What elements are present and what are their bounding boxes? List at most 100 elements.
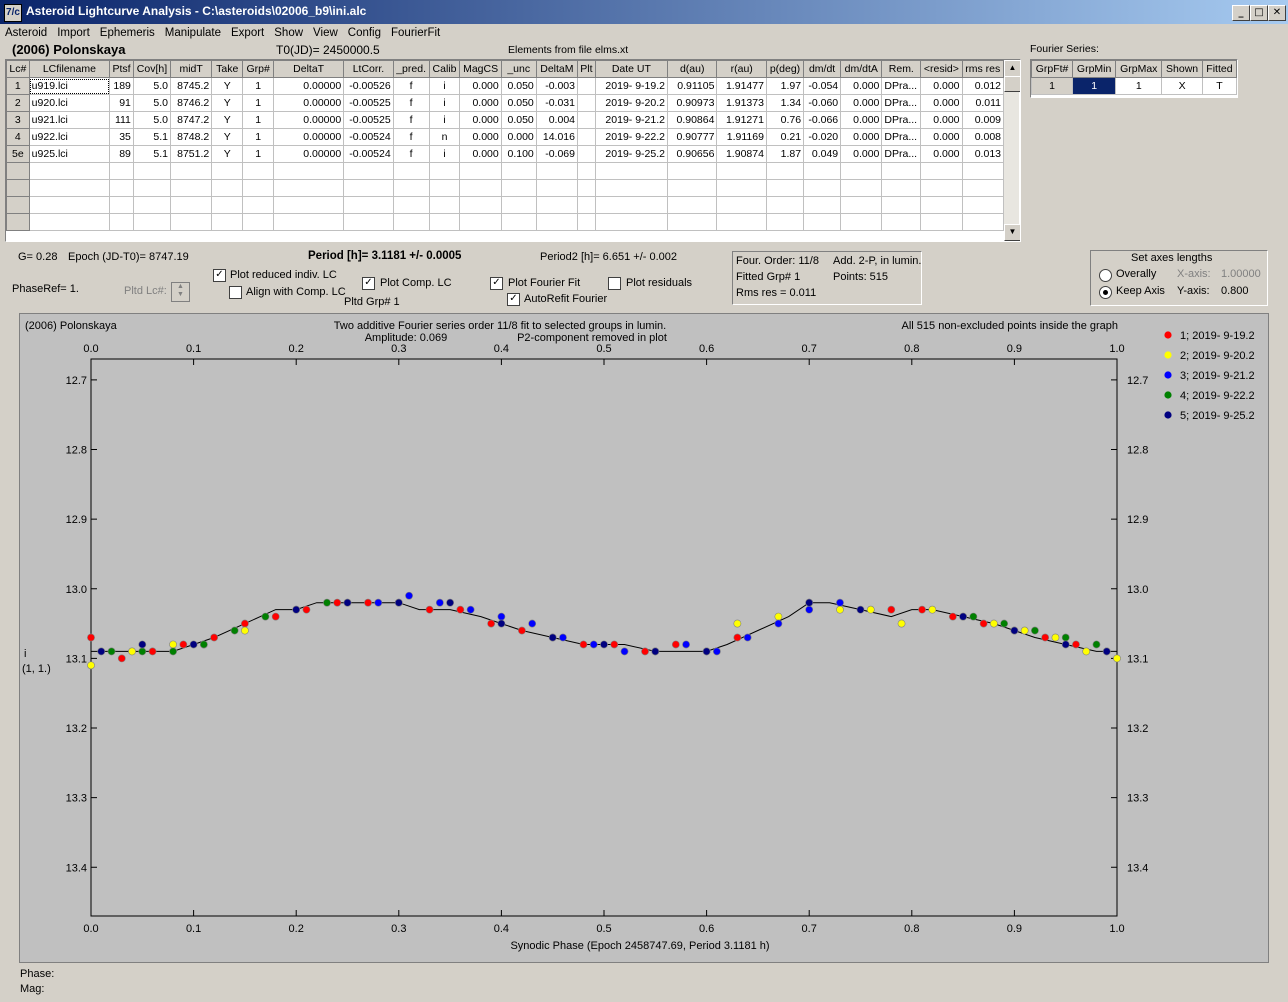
table-cell[interactable]: -0.00526	[343, 77, 394, 95]
row-header[interactable]: 4	[6, 128, 30, 146]
lc-col-header[interactable]: midT	[170, 60, 213, 78]
table-cell[interactable]: 8745.2	[170, 77, 213, 95]
table-cell[interactable]	[500, 179, 537, 197]
menu-manipulate[interactable]: Manipulate	[164, 27, 222, 39]
table-row[interactable]: 5e u925.lci 89 5.1 8751.2 Y 1 0.00000 -0.00524 f i…	[6, 145, 1005, 163]
table-cell[interactable]	[132, 162, 172, 180]
table-cell[interactable]: -0.060	[803, 94, 842, 112]
lc-col-header[interactable]: DeltaM	[535, 60, 579, 78]
table-cell[interactable]	[961, 179, 1005, 197]
menu-view[interactable]: View	[313, 27, 338, 39]
table-cell[interactable]: 1.91169	[716, 128, 767, 146]
table-cell[interactable]: -0.020	[803, 128, 842, 146]
table-cell[interactable]	[428, 179, 461, 197]
table-cell[interactable]	[765, 196, 805, 214]
table-cell[interactable]	[920, 162, 963, 180]
lc-col-header[interactable]: dm/dt	[803, 60, 842, 78]
keep-axis-radio[interactable]	[1099, 286, 1112, 299]
lc-col-header[interactable]: Rem.	[881, 60, 922, 78]
table-cell[interactable]: 0.00000	[273, 111, 345, 129]
menu-import[interactable]: Import	[57, 27, 90, 39]
fourier-col-header[interactable]: Fitted	[1201, 60, 1238, 78]
fourier-col-header[interactable]: Shown	[1161, 60, 1203, 78]
lc-col-header[interactable]: dm/dtA	[840, 60, 883, 78]
table-row[interactable]	[6, 196, 1005, 214]
lc-col-header[interactable]: Date UT	[594, 60, 668, 78]
table-cell[interactable]	[459, 179, 502, 197]
table-row[interactable]: 4 u922.lci 35 5.1 8748.2 Y 1 0.00000 -0.00524 f n 0…	[6, 128, 1005, 146]
overally-radio[interactable]	[1099, 269, 1112, 282]
table-cell[interactable]	[716, 162, 767, 180]
table-cell[interactable]: 0.000	[459, 77, 502, 95]
table-cell[interactable]: DPra...	[881, 128, 922, 146]
table-cell[interactable]: -0.031	[535, 94, 579, 112]
table-cell[interactable]	[920, 213, 963, 231]
table-cell[interactable]	[273, 196, 345, 214]
table-cell[interactable]	[211, 213, 244, 231]
table-cell[interactable]: i	[428, 111, 461, 129]
table-cell[interactable]	[109, 196, 134, 214]
menu-asteroid[interactable]: Asteroid	[5, 27, 48, 39]
table-cell[interactable]	[535, 179, 579, 197]
table-cell[interactable]: 5.1	[132, 128, 172, 146]
row-header[interactable]: 3	[6, 111, 30, 129]
table-cell[interactable]	[392, 196, 430, 214]
table-cell[interactable]: 0.000	[840, 111, 883, 129]
table-cell[interactable]: 0.000	[459, 111, 502, 129]
table-cell[interactable]: u921.lci	[28, 111, 111, 129]
table-cell[interactable]: 1	[242, 145, 275, 163]
table-cell[interactable]: 0.21	[765, 128, 805, 146]
align-comp-checkbox[interactable]	[229, 286, 242, 299]
table-cell[interactable]	[500, 213, 537, 231]
scroll-thumb[interactable]	[1004, 76, 1020, 92]
table-cell[interactable]: 5.1	[132, 145, 172, 163]
table-cell[interactable]: 0.90777	[666, 128, 718, 146]
table-cell[interactable]: DPra...	[881, 94, 922, 112]
table-cell[interactable]	[428, 196, 461, 214]
menu-show[interactable]: Show	[274, 27, 304, 39]
table-cell[interactable]	[577, 196, 596, 214]
table-cell[interactable]	[803, 213, 842, 231]
table-cell[interactable]: 1	[242, 111, 275, 129]
fourier-cell[interactable]: T	[1201, 77, 1238, 95]
table-row[interactable]	[6, 162, 1005, 180]
table-cell[interactable]: i	[428, 145, 461, 163]
table-cell[interactable]	[242, 179, 275, 197]
table-cell[interactable]: 0.011	[961, 94, 1005, 112]
table-cell[interactable]: -0.069	[535, 145, 579, 163]
table-cell[interactable]	[500, 162, 537, 180]
table-cell[interactable]	[961, 213, 1005, 231]
table-cell[interactable]: DPra...	[881, 77, 922, 95]
table-cell[interactable]: 1	[242, 94, 275, 112]
minimize-button[interactable]: _	[1232, 5, 1250, 21]
table-cell[interactable]	[666, 179, 718, 197]
table-cell[interactable]	[428, 162, 461, 180]
table-cell[interactable]: 0.013	[961, 145, 1005, 163]
table-cell[interactable]: 0.90973	[666, 94, 718, 112]
row-header[interactable]: 2	[6, 94, 30, 112]
fourier-cell[interactable]: 1	[1072, 77, 1117, 95]
table-cell[interactable]: 35	[109, 128, 134, 146]
table-cell[interactable]	[170, 196, 213, 214]
table-cell[interactable]: 1.91477	[716, 77, 767, 95]
table-cell[interactable]	[170, 179, 213, 197]
table-cell[interactable]	[273, 162, 345, 180]
table-cell[interactable]	[803, 162, 842, 180]
row-header[interactable]	[6, 179, 30, 197]
pltd-lc-spinner[interactable]: ▲ ▼	[171, 282, 190, 302]
fourier-cell[interactable]: 1	[1115, 77, 1163, 95]
table-cell[interactable]	[535, 213, 579, 231]
table-cell[interactable]: 0.100	[500, 145, 537, 163]
lc-col-header[interactable]: _unc	[500, 60, 537, 78]
table-cell[interactable]: 111	[109, 111, 134, 129]
table-cell[interactable]: 0.00000	[273, 145, 345, 163]
table-cell[interactable]	[500, 196, 537, 214]
table-cell[interactable]: Y	[211, 77, 244, 95]
table-cell[interactable]: 2019- 9-20.2	[594, 94, 668, 112]
table-cell[interactable]	[594, 196, 668, 214]
table-cell[interactable]	[109, 179, 134, 197]
table-cell[interactable]: f	[392, 145, 430, 163]
fourier-cell[interactable]: 1	[1030, 77, 1074, 95]
lc-col-header[interactable]: rms res	[961, 60, 1005, 78]
table-cell[interactable]: 0.90656	[666, 145, 718, 163]
